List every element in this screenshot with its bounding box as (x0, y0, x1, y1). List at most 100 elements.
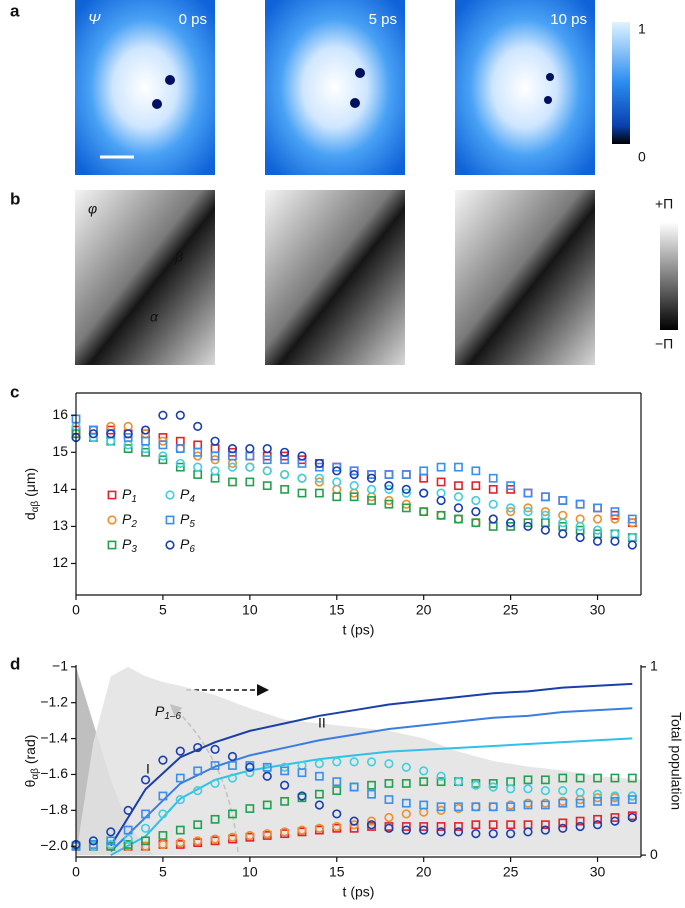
legend-marker (165, 490, 175, 500)
marker (262, 466, 272, 476)
marker (540, 507, 550, 517)
y-axis-label: dαβ (μm) (22, 468, 41, 520)
marker (297, 488, 307, 498)
marker (349, 492, 359, 502)
marker (558, 529, 568, 539)
marker (471, 481, 481, 491)
marker (454, 481, 463, 491)
marker (245, 443, 255, 454)
marker (419, 488, 429, 498)
marker (175, 444, 185, 453)
marker (193, 836, 203, 846)
time-label: 5 ps (369, 11, 397, 28)
marker (332, 757, 342, 767)
marker (123, 825, 133, 835)
marker (558, 773, 568, 783)
y-tick-label: 16 (52, 406, 68, 422)
legend-label: P4 (180, 486, 195, 505)
marker (245, 451, 255, 461)
marker (210, 451, 220, 461)
x-tick-label: 15 (329, 602, 345, 618)
x-tick-label: 10 (242, 864, 258, 880)
marker (366, 473, 377, 483)
fit-line (109, 682, 633, 847)
y2-axis-label: Total population (668, 712, 684, 810)
y-axis-label: θαβ (rad) (22, 735, 41, 788)
marker (540, 518, 550, 528)
colorbar-label: +Π (655, 196, 673, 212)
panel-letter: a (10, 1, 20, 20)
marker (245, 451, 255, 461)
marker (488, 779, 498, 788)
marker (558, 518, 568, 528)
panel-a (75, 0, 630, 175)
marker (349, 816, 359, 826)
marker (245, 830, 255, 841)
marker (575, 499, 585, 509)
time-label: 0 ps (179, 11, 207, 28)
marker (471, 802, 481, 812)
marker (193, 766, 203, 776)
marker (592, 514, 603, 524)
marker (384, 484, 394, 494)
marker (540, 492, 550, 502)
marker (332, 786, 342, 796)
marker (401, 503, 411, 513)
marker (384, 499, 394, 509)
legend-marker (107, 515, 117, 525)
marker (488, 499, 498, 509)
y-tick-label: −1 (52, 657, 68, 673)
marker (366, 757, 377, 767)
marker (314, 488, 324, 498)
marker (123, 834, 133, 844)
marker (506, 507, 516, 517)
annotation: I (146, 761, 150, 777)
marker (506, 820, 516, 830)
x-tick-label: 5 (159, 864, 167, 880)
marker (158, 831, 168, 840)
marker (349, 481, 359, 491)
panel-letter: b (10, 189, 20, 208)
marker (193, 462, 203, 472)
marker (314, 771, 324, 781)
marker (471, 518, 481, 528)
marker (332, 821, 342, 832)
marker (227, 832, 238, 842)
marker (123, 421, 133, 431)
marker (419, 766, 429, 776)
marker (453, 777, 464, 787)
marker (297, 473, 307, 483)
marker (262, 443, 272, 454)
marker (540, 820, 550, 830)
marker (367, 789, 376, 799)
marker (627, 812, 637, 823)
image (455, 0, 595, 175)
marker (454, 462, 463, 472)
marker (575, 787, 585, 798)
image (75, 190, 215, 365)
marker (540, 786, 550, 796)
marker (262, 481, 272, 491)
marker (175, 825, 185, 835)
panel-b (75, 190, 678, 365)
marker (436, 510, 446, 520)
marker (506, 518, 516, 528)
marker (523, 503, 533, 513)
marker (332, 466, 342, 476)
marker (210, 761, 220, 770)
marker (297, 791, 307, 801)
legend-label: P3 (122, 536, 137, 555)
marker (384, 795, 394, 804)
fit-line (110, 737, 633, 856)
y2-tick-label: 0 (650, 846, 658, 862)
marker (297, 451, 307, 461)
marker (314, 759, 324, 769)
marker (488, 522, 498, 531)
marker (488, 484, 498, 494)
marker (210, 444, 220, 453)
marker (367, 780, 376, 790)
marker (523, 518, 533, 528)
legend-marker (165, 515, 175, 525)
marker (610, 796, 620, 806)
marker (384, 779, 394, 788)
